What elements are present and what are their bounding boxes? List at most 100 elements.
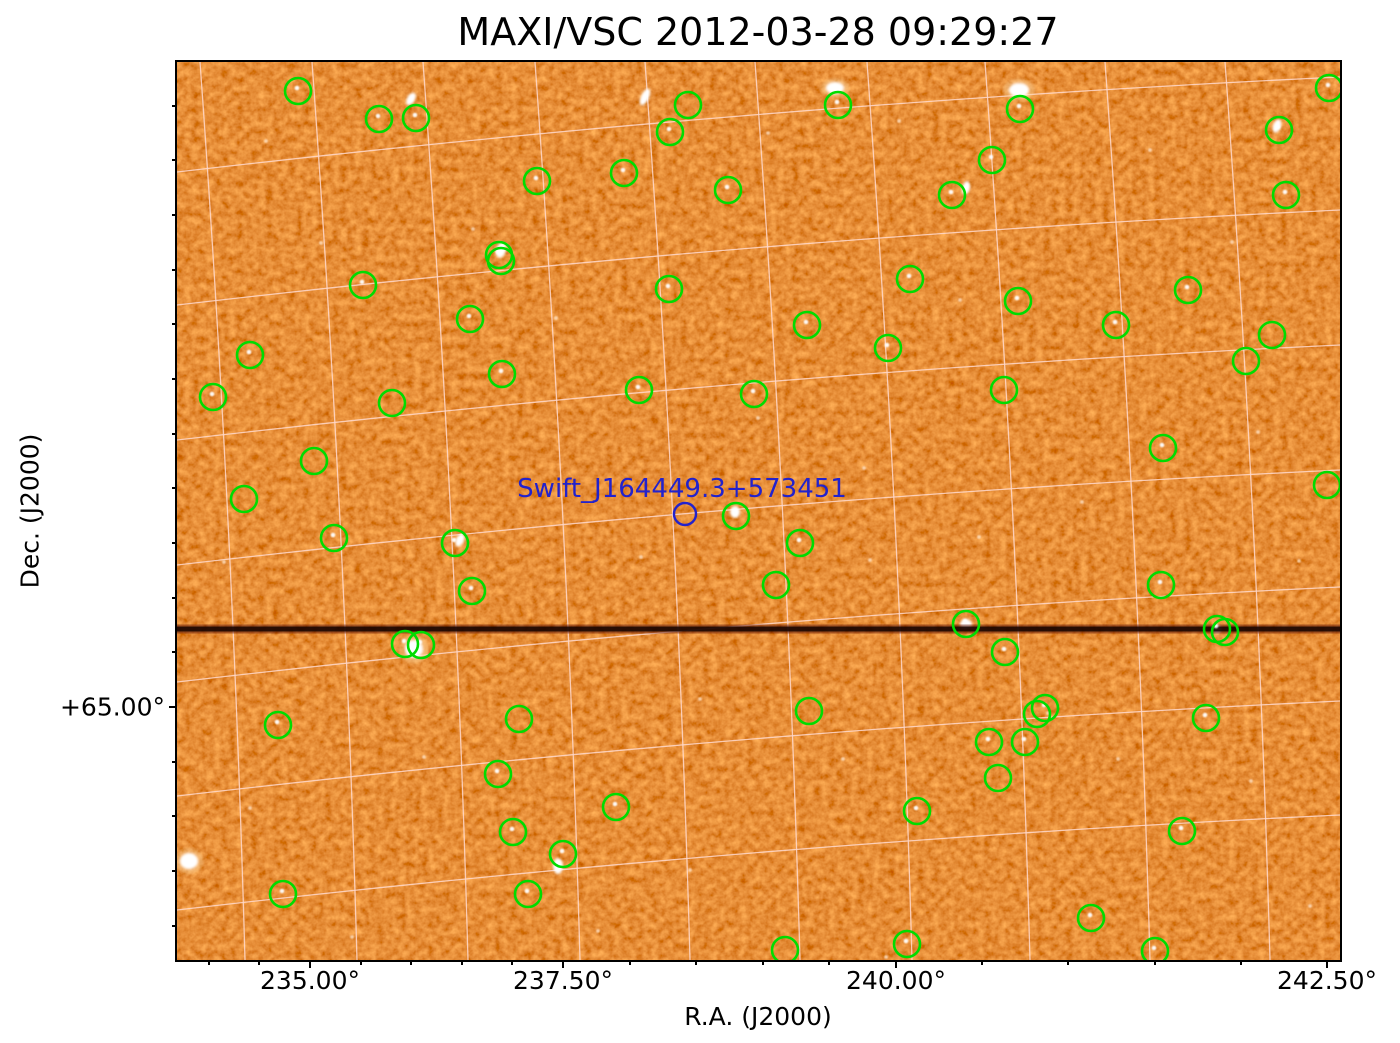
source-circle [1140,936,1170,960]
x-axis-label: R.A. (J2000) [684,1002,832,1031]
source-circle [873,333,903,363]
circled-source-dot [1014,295,1020,301]
faint-source [1230,240,1234,244]
grid-line-dec [177,469,1340,566]
grid-line-dec [177,700,1340,797]
circled-source-dot [375,113,381,119]
source-circle [548,839,578,869]
source-circle [1231,346,1261,376]
sky-image: Swift_J164449.3+573451 [177,62,1340,960]
source-circle [455,304,485,334]
y-minor-tick [172,214,176,216]
circled-source-dot [903,938,909,944]
faint-source [596,929,600,933]
source-circle [1312,470,1340,500]
faint-source [862,466,866,470]
source-circle [498,817,528,847]
source-circle [1101,310,1131,340]
swift-annotation-label: Swift_J164449.3+573451 [517,474,847,504]
circled-source-dot [330,532,336,538]
source-circle [319,523,349,553]
page-title: MAXI/VSC 2012-03-28 09:29:27 [457,10,1059,54]
source-circle [1030,693,1060,723]
circled-source-dot [1001,646,1007,652]
y-axis-label: Dec. (J2000) [15,433,45,589]
circled-source-dot [495,249,501,255]
source-circle [1022,699,1052,729]
bright-source [1009,83,1029,97]
faint-source [841,757,845,761]
faint-source [422,755,426,759]
circled-source-dot [412,112,418,118]
circled-source-dot [948,189,954,195]
x-minor-tick [1154,961,1156,965]
circled-source-dot [635,384,641,390]
source-circle [1167,816,1197,846]
circled-source-dot [1112,319,1118,325]
circled-source-dots [209,82,1331,951]
circled-source-dot [612,801,618,807]
circled-source-dot [750,388,756,394]
source-circle [299,446,329,476]
grid-line-ra [644,62,691,960]
circled-source-dot [509,826,515,832]
circled-source-dot [796,537,802,543]
faint-source [471,227,475,231]
faint-source [688,868,692,872]
x-minor-tick [208,961,210,965]
x-tick-label: 240.00° [846,966,946,995]
grid-line-dec [177,76,1340,173]
circled-source-dot [1087,912,1093,918]
x-minor-tick [461,961,463,965]
x-minor-tick [981,961,983,965]
bright-source [406,92,416,106]
artifact-line [177,624,1340,634]
circled-source-dot [985,736,991,742]
faint-source [1308,904,1312,908]
grid-line-dec [177,209,1340,306]
circled-source-dot [988,154,994,160]
bright-source [180,853,198,869]
grid-line-dec [177,814,1340,911]
source-circle [902,796,932,826]
circled-source-dot [274,719,280,725]
x-tick-label: 237.50° [513,966,613,995]
source-circle [609,158,639,188]
y-minor-tick [172,925,176,927]
circled-source-dot [962,618,968,624]
faint-source [1256,430,1260,434]
source-circle [364,104,394,134]
bright-source [455,533,465,547]
faint-source [264,139,268,143]
circled-source-dot [279,888,285,894]
circled-source-dot [1282,189,1288,195]
faint-sources-layer [222,119,1312,959]
x-minor-tick [1240,961,1242,965]
source-circle [713,175,743,205]
swift-annotation: Swift_J164449.3+573451 [517,474,847,527]
source-circle [483,759,513,789]
source-circle [1146,570,1176,600]
faint-source [1080,500,1084,504]
plot-area: Swift_J164449.3+573451 [175,60,1342,962]
source-circle [654,274,684,304]
source-circle [522,166,552,196]
y-tick-label: +65.00° [59,692,165,722]
source-circle [739,379,769,409]
circled-source-dot [359,279,365,285]
source-circle [673,90,703,120]
source-circle [1076,903,1106,933]
circled-source-dot [1325,82,1331,88]
grid-line-ra [422,62,469,960]
grid-line-ra [1104,62,1151,960]
source-circle [792,310,822,340]
y-minor-tick [172,542,176,544]
source-circle [937,180,967,210]
x-minor-tick [828,961,830,965]
source-circle [390,629,420,659]
source-circle [977,145,1007,175]
artifact-line-core [177,626,1340,632]
x-major-tick [562,961,564,968]
source-circle [504,704,534,734]
